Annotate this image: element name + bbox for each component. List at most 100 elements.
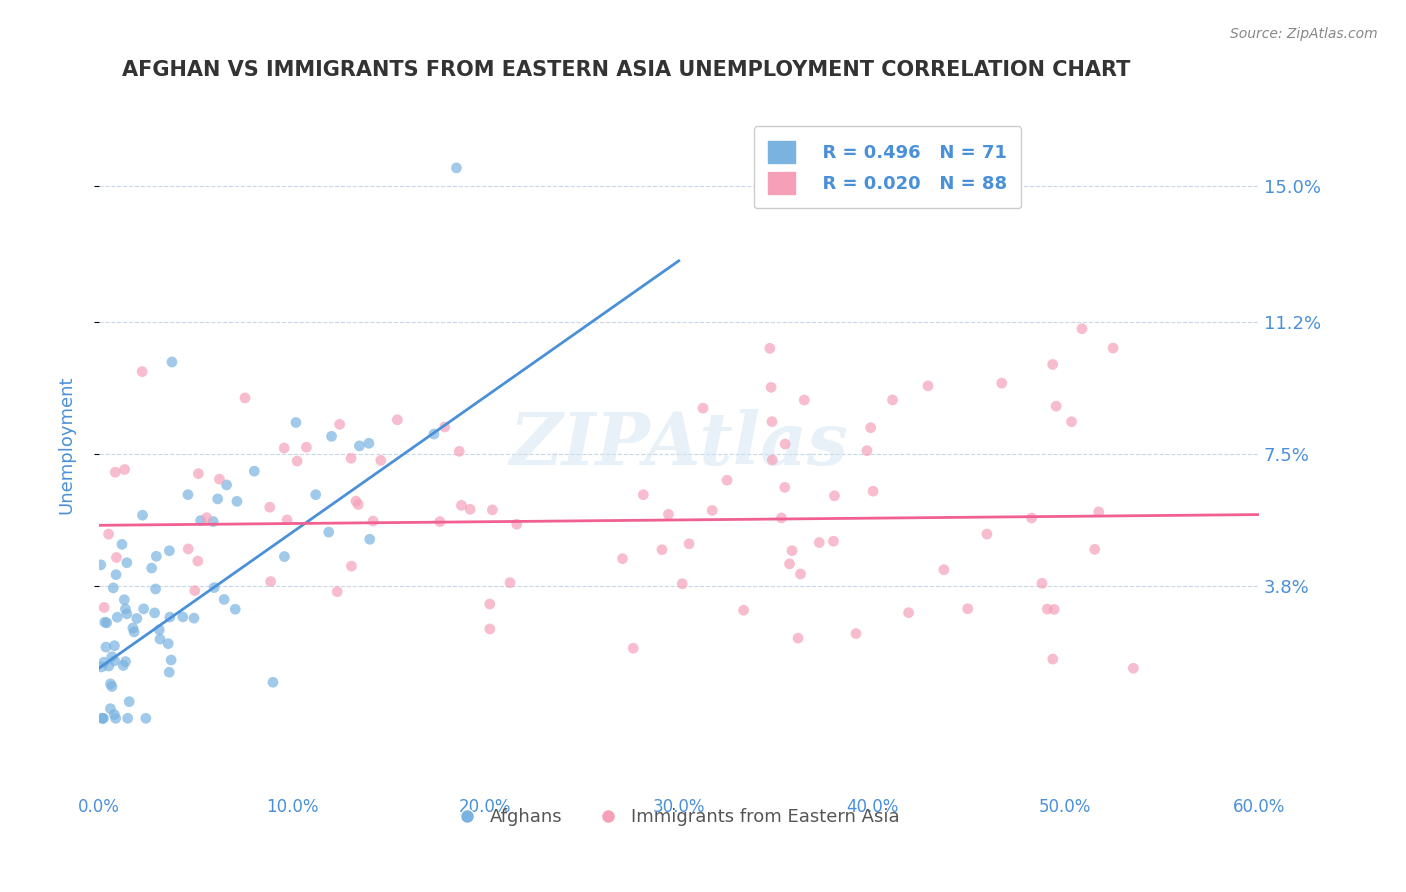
Immigrants from Eastern Asia bbox=[1043, 602, 1066, 616]
Immigrants from Eastern Asia bbox=[361, 514, 384, 528]
Afghans bbox=[103, 707, 125, 722]
Immigrants from Eastern Asia bbox=[990, 376, 1012, 391]
Afghans bbox=[135, 711, 157, 725]
Afghans bbox=[101, 680, 124, 694]
Immigrants from Eastern Asia bbox=[1042, 358, 1064, 372]
Immigrants from Eastern Asia bbox=[1102, 341, 1125, 355]
Immigrants from Eastern Asia bbox=[1021, 511, 1043, 525]
Afghans bbox=[148, 623, 170, 637]
Afghans bbox=[103, 581, 125, 595]
Immigrants from Eastern Asia bbox=[105, 550, 128, 565]
Immigrants from Eastern Asia bbox=[671, 576, 693, 591]
Afghans bbox=[132, 602, 155, 616]
Afghans bbox=[145, 549, 167, 564]
Immigrants from Eastern Asia bbox=[789, 566, 811, 581]
Immigrants from Eastern Asia bbox=[1036, 602, 1059, 616]
Immigrants from Eastern Asia bbox=[1042, 652, 1064, 666]
Afghans bbox=[115, 607, 138, 621]
Immigrants from Eastern Asia bbox=[329, 417, 352, 432]
Afghans bbox=[114, 602, 136, 616]
Immigrants from Eastern Asia bbox=[93, 600, 115, 615]
Afghans bbox=[172, 610, 194, 624]
Text: Source: ZipAtlas.com: Source: ZipAtlas.com bbox=[1230, 27, 1378, 41]
Immigrants from Eastern Asia bbox=[1045, 399, 1067, 413]
Immigrants from Eastern Asia bbox=[429, 515, 451, 529]
Afghans bbox=[183, 611, 205, 625]
Immigrants from Eastern Asia bbox=[770, 511, 793, 525]
Immigrants from Eastern Asia bbox=[733, 603, 755, 617]
Afghans bbox=[93, 655, 115, 669]
Immigrants from Eastern Asia bbox=[612, 551, 634, 566]
Afghans bbox=[202, 515, 225, 529]
Afghans bbox=[226, 494, 249, 508]
Immigrants from Eastern Asia bbox=[621, 641, 644, 656]
Afghans bbox=[145, 582, 167, 596]
Legend: Afghans, Immigrants from Eastern Asia: Afghans, Immigrants from Eastern Asia bbox=[450, 801, 907, 833]
Immigrants from Eastern Asia bbox=[458, 502, 481, 516]
Immigrants from Eastern Asia bbox=[195, 510, 218, 524]
Afghans bbox=[93, 711, 115, 725]
Immigrants from Eastern Asia bbox=[657, 508, 679, 522]
Afghans bbox=[105, 610, 128, 624]
Immigrants from Eastern Asia bbox=[481, 503, 503, 517]
Afghans bbox=[157, 637, 180, 651]
Immigrants from Eastern Asia bbox=[845, 626, 868, 640]
Immigrants from Eastern Asia bbox=[1060, 415, 1083, 429]
Afghans bbox=[91, 711, 114, 725]
Afghans bbox=[104, 654, 127, 668]
Afghans bbox=[103, 639, 125, 653]
Immigrants from Eastern Asia bbox=[285, 454, 308, 468]
Immigrants from Eastern Asia bbox=[449, 444, 471, 458]
Immigrants from Eastern Asia bbox=[1031, 576, 1053, 591]
Afghans bbox=[96, 615, 118, 630]
Afghans bbox=[357, 436, 380, 450]
Immigrants from Eastern Asia bbox=[184, 583, 207, 598]
Afghans bbox=[141, 561, 163, 575]
Immigrants from Eastern Asia bbox=[702, 503, 724, 517]
Immigrants from Eastern Asia bbox=[326, 584, 349, 599]
Afghans bbox=[212, 592, 235, 607]
Immigrants from Eastern Asia bbox=[793, 392, 815, 407]
Immigrants from Eastern Asia bbox=[897, 606, 920, 620]
Immigrants from Eastern Asia bbox=[370, 453, 392, 467]
Afghans bbox=[104, 711, 127, 725]
Immigrants from Eastern Asia bbox=[295, 440, 318, 454]
Immigrants from Eastern Asia bbox=[1084, 542, 1107, 557]
Immigrants from Eastern Asia bbox=[823, 534, 845, 549]
Afghans bbox=[149, 632, 172, 646]
Afghans bbox=[115, 556, 138, 570]
Afghans bbox=[94, 615, 117, 630]
Immigrants from Eastern Asia bbox=[917, 379, 939, 393]
Immigrants from Eastern Asia bbox=[761, 415, 783, 429]
Immigrants from Eastern Asia bbox=[276, 513, 298, 527]
Afghans bbox=[90, 558, 112, 572]
Immigrants from Eastern Asia bbox=[499, 575, 522, 590]
Immigrants from Eastern Asia bbox=[344, 494, 367, 508]
Afghans bbox=[105, 567, 128, 582]
Afghans bbox=[349, 439, 371, 453]
Immigrants from Eastern Asia bbox=[273, 441, 295, 455]
Immigrants from Eastern Asia bbox=[779, 557, 801, 571]
Immigrants from Eastern Asia bbox=[478, 597, 501, 611]
Afghans bbox=[118, 695, 141, 709]
Immigrants from Eastern Asia bbox=[773, 480, 796, 494]
Immigrants from Eastern Asia bbox=[823, 489, 845, 503]
Immigrants from Eastern Asia bbox=[759, 342, 782, 356]
Afghans bbox=[273, 549, 295, 564]
Immigrants from Eastern Asia bbox=[716, 473, 738, 487]
Afghans bbox=[305, 488, 328, 502]
Immigrants from Eastern Asia bbox=[97, 527, 120, 541]
Afghans bbox=[100, 677, 122, 691]
Immigrants from Eastern Asia bbox=[450, 499, 472, 513]
Afghans bbox=[122, 621, 145, 635]
Afghans bbox=[125, 611, 148, 625]
Afghans bbox=[91, 711, 114, 725]
Immigrants from Eastern Asia bbox=[651, 542, 673, 557]
Afghans bbox=[160, 355, 183, 369]
Immigrants from Eastern Asia bbox=[787, 631, 810, 645]
Immigrants from Eastern Asia bbox=[773, 437, 796, 451]
Afghans bbox=[284, 416, 307, 430]
Afghans bbox=[243, 464, 266, 478]
Afghans bbox=[202, 581, 225, 595]
Immigrants from Eastern Asia bbox=[104, 465, 127, 479]
